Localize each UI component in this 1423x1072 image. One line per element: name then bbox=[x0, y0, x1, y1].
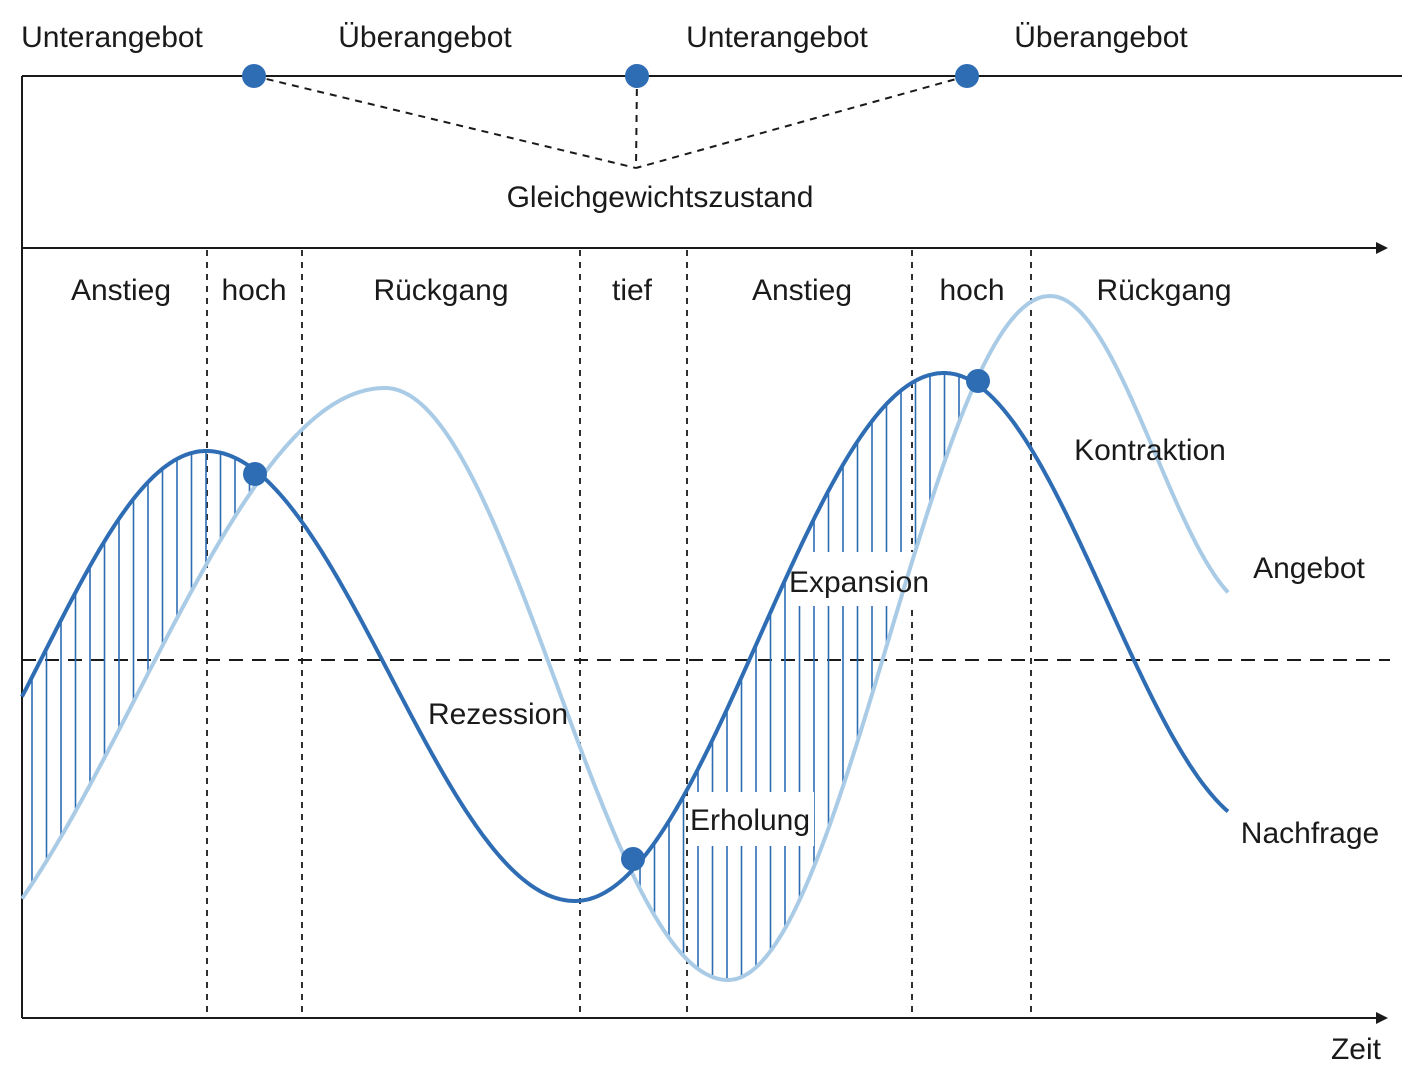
demand-curve bbox=[20, 371, 1230, 903]
demand-legend-label: Nachfrage bbox=[1241, 817, 1379, 850]
market-state-label-1: Unterangebot bbox=[21, 21, 203, 54]
market-state-panel: Unterangebot Überangebot Unterangebot Üb… bbox=[21, 21, 1402, 1018]
equilibrium-connector-2 bbox=[635, 75, 638, 169]
x-axis-label: Zeit bbox=[1331, 1033, 1382, 1066]
market-equilibrium-point-2 bbox=[625, 64, 649, 88]
market-state-label-2: Überangebot bbox=[338, 21, 512, 54]
phase-label-peak-2: hoch bbox=[939, 274, 1004, 307]
curve-intersection-point-1 bbox=[243, 462, 267, 486]
market-state-label-3: Unterangebot bbox=[686, 21, 868, 54]
excess-demand-hatch-2 bbox=[639, 373, 975, 980]
recovery-label-backdrop bbox=[688, 792, 814, 846]
phase-label-trough: tief bbox=[612, 274, 653, 307]
phase-label-peak-1: hoch bbox=[221, 274, 286, 307]
phase-label-decline-1: Rückgang bbox=[373, 274, 508, 307]
phase-separators bbox=[206, 250, 1032, 1016]
recession-label: Rezession bbox=[428, 698, 568, 731]
excess-demand-hatch-1 bbox=[31, 451, 251, 899]
equilibrium-label: Gleichgewichtszustand bbox=[507, 181, 814, 214]
phase-label-rise-1: Anstieg bbox=[71, 274, 171, 307]
phase-label-decline-2: Rückgang bbox=[1096, 274, 1231, 307]
recovery-label: Erholung bbox=[690, 804, 810, 837]
contraction-label: Kontraktion bbox=[1074, 434, 1226, 467]
equilibrium-connector-1 bbox=[253, 75, 637, 169]
market-equilibrium-point-1 bbox=[242, 64, 266, 88]
phase-labels: Anstieg hoch Rückgang tief Anstieg hoch … bbox=[71, 274, 1232, 307]
curve-intersection-point-2 bbox=[621, 847, 645, 871]
curve-intersection-point-3 bbox=[966, 369, 990, 393]
market-state-label-4: Überangebot bbox=[1014, 21, 1188, 54]
market-equilibrium-point-3 bbox=[955, 64, 979, 88]
equilibrium-connector-3 bbox=[635, 75, 968, 169]
expansion-label: Expansion bbox=[789, 566, 929, 599]
phase-label-rise-2: Anstieg bbox=[752, 274, 852, 307]
supply-legend-label: Angebot bbox=[1253, 552, 1365, 585]
